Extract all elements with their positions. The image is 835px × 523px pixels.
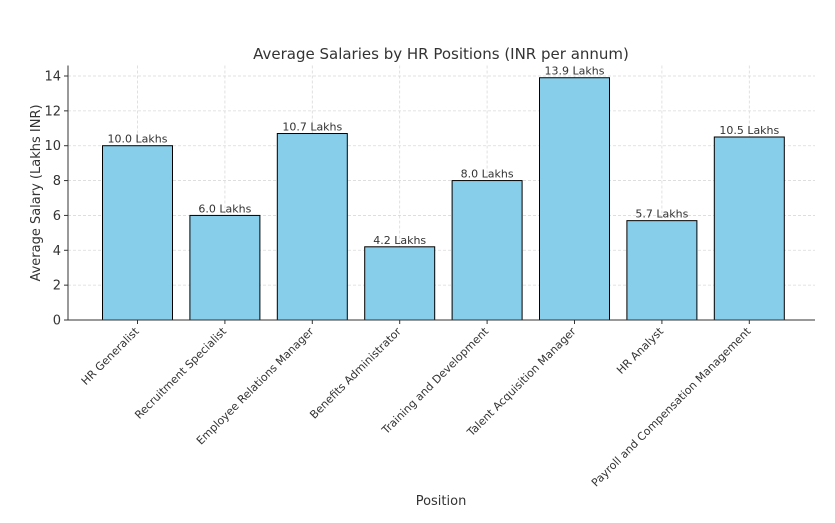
data-label: 5.7 Lakhs: [635, 208, 688, 221]
x-tick-label: HR Generalist: [79, 324, 142, 387]
data-label: 10.0 Lakhs: [108, 133, 168, 146]
x-tick-label: Payroll and Compensation Management: [589, 324, 754, 489]
data-label: 10.5 Lakhs: [719, 124, 779, 137]
bar: [451, 180, 523, 321]
y-tick-label: 14: [44, 70, 61, 85]
y-tick-label: 4: [53, 244, 61, 259]
data-label: 10.7 Lakhs: [282, 121, 342, 134]
y-tick-label: 8: [53, 174, 61, 189]
y-tick-label: 0: [53, 314, 61, 329]
bar: [276, 133, 348, 321]
x-tick-label: Recruitment Specialist: [132, 324, 229, 421]
x-tick-label: HR Analyst: [614, 324, 666, 376]
y-tick-label: 2: [53, 279, 61, 294]
y-tick-label: 10: [44, 139, 61, 154]
grid: [68, 65, 815, 321]
bars: 10.0 Lakhs 6.0 Lakhs 10.7 Lakhs 4.2 Lakhs 8.…: [102, 65, 785, 321]
bar: [626, 220, 698, 321]
y-tick-label: 12: [44, 104, 61, 119]
bar: [102, 145, 173, 321]
bar: [189, 214, 261, 321]
data-label: 6.0 Lakhs: [198, 202, 251, 215]
y-axis-label: Average Salary (Lakhs INR): [29, 104, 44, 281]
bar: [713, 136, 785, 321]
bar: [539, 77, 610, 321]
bar: [364, 246, 436, 321]
x-tick-label: Benefits Administrator: [307, 325, 404, 422]
data-label: 4.2 Lakhs: [373, 234, 426, 247]
x-axis-label: Position: [416, 494, 467, 509]
chart-title: Average Salaries by HR Positions (INR pe…: [253, 45, 629, 63]
data-label: 8.0 Lakhs: [461, 168, 514, 181]
data-label: 13.9 Lakhs: [545, 65, 605, 78]
y-tick-label: 6: [53, 209, 61, 224]
